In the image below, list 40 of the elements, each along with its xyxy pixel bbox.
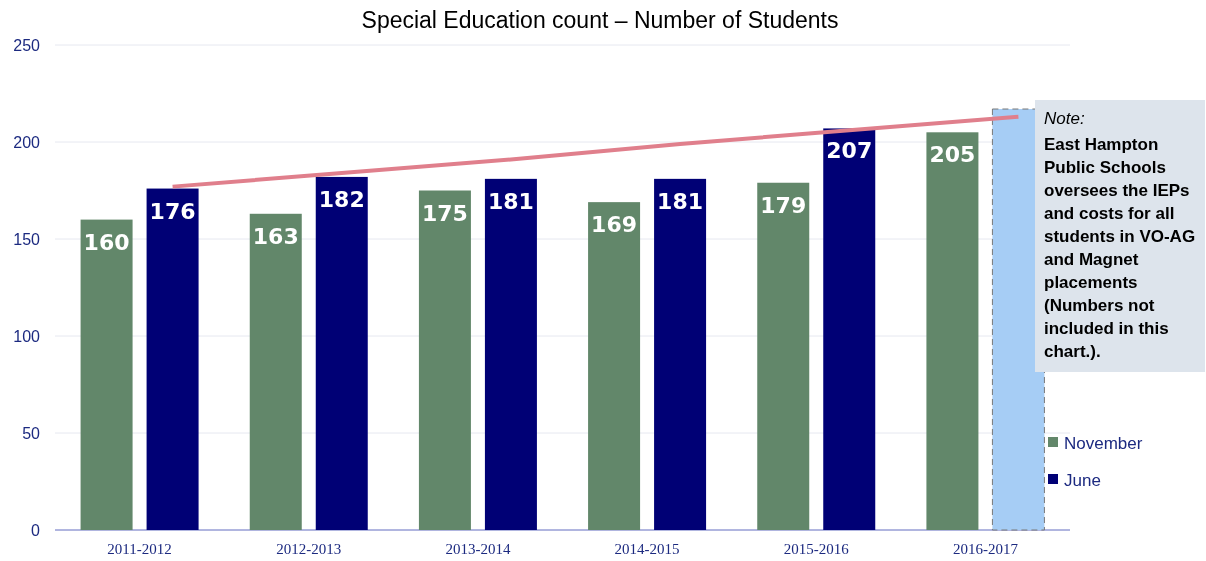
x-tick-label: 2012-2013 <box>276 541 342 557</box>
bar <box>249 213 302 530</box>
data-label: 182 <box>318 186 365 212</box>
data-label: 181 <box>487 188 534 214</box>
bar <box>926 132 979 530</box>
y-tick-label: 100 <box>13 328 41 345</box>
x-tick-label: 2014-2015 <box>614 541 680 557</box>
data-label: 163 <box>252 223 299 249</box>
bar <box>315 176 368 530</box>
bar <box>80 219 133 530</box>
data-label: 169 <box>591 212 638 238</box>
bar <box>146 188 199 530</box>
bar <box>588 202 641 530</box>
x-tick-label: 2011-2012 <box>107 541 172 557</box>
data-label: 205 <box>929 142 976 168</box>
data-label: 175 <box>421 200 468 226</box>
text: East Hampton Public Schools oversees the IEPs and costs for all students in VO-AG and Magnet placements (Numbers not included in this chart.). <box>1044 135 1196 361</box>
data-label: 176 <box>149 198 196 224</box>
data-label: 160 <box>83 229 130 255</box>
x-tick-label: 2013-2014 <box>445 541 511 557</box>
data-label: 179 <box>760 192 807 218</box>
bar <box>757 182 810 530</box>
y-tick-label: 150 <box>13 231 41 248</box>
data-label: 181 <box>657 188 704 214</box>
y-tick-label: 0 <box>31 522 41 539</box>
data-label: 207 <box>826 138 873 164</box>
bar <box>823 128 876 530</box>
x-tick-label: 2016-2017 <box>952 541 1019 557</box>
bar <box>654 178 707 530</box>
chart-title: Special Education count – Number of Students <box>361 7 839 33</box>
bar <box>484 178 537 530</box>
annotation: Note: <box>1044 109 1085 128</box>
y-tick-label: 200 <box>13 134 41 151</box>
y-tick-label: 250 <box>13 37 41 54</box>
bar <box>418 190 471 530</box>
legend-label: June <box>1064 471 1101 490</box>
line-series <box>170 114 1021 189</box>
legend-label: November <box>1064 434 1143 453</box>
x-tick-label: 2015-2016 <box>783 541 850 557</box>
y-tick-label: 50 <box>22 425 41 442</box>
